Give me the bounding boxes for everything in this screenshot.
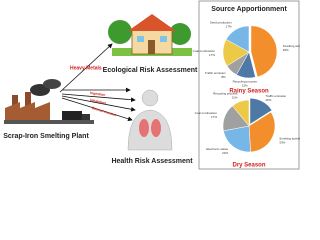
chart-title: Dry Season [232, 163, 265, 169]
slice-label: Coal combustion [195, 111, 218, 115]
human-icon [127, 89, 173, 151]
slice-label: Smelting activities [279, 136, 300, 140]
node-label: Health Risk Assessment [111, 158, 193, 165]
chart-title: Rainy Season [229, 89, 269, 95]
slice-label: Electronic waste [206, 147, 228, 151]
slice-label: Recycling process [233, 80, 258, 84]
slice-label: Traffic emission [265, 94, 286, 98]
slice-label: Smelting activities [283, 44, 300, 48]
slice-value: 12% [242, 84, 248, 88]
edge-label: Inhalation [90, 98, 107, 105]
pie-slice [248, 111, 276, 153]
pie-slice [225, 25, 250, 53]
slice-label: Traffic emission [205, 71, 226, 75]
edge-label: Ingestion [90, 91, 106, 97]
slice-value: 23% [222, 151, 228, 155]
pie-slice [249, 97, 273, 125]
slice-label: Recycling process [213, 92, 238, 96]
slice-value: 16% [265, 98, 271, 102]
slice-value: 17% [209, 53, 215, 57]
arrows [59, 43, 136, 122]
slice-value: 8% [221, 75, 226, 79]
pie-slice [250, 25, 278, 78]
panel-title: Source Apportionment [211, 6, 287, 13]
pie-slice [223, 125, 251, 153]
edge-label: Heavy Metals [70, 65, 102, 71]
slice-label: Seed production [210, 20, 232, 24]
slice-value: 17% [211, 115, 217, 119]
slice-label: Coal combustion [193, 49, 216, 53]
edge-label: Dermal contact [91, 106, 117, 117]
slice-value: 17% [226, 24, 232, 28]
slice-value: 46% [283, 48, 289, 52]
house-icon [108, 14, 192, 56]
slice-value: 11% [232, 96, 238, 100]
node-label: Ecological Risk Assessment [103, 67, 198, 74]
pie-charts: Smelting activities46%Recycling process1… [193, 20, 308, 169]
slice-value: 33% [279, 140, 285, 144]
node-label: Scrap-Iron Smelting Plant [3, 133, 89, 140]
pie-slice [232, 99, 250, 127]
factory-icon [4, 79, 94, 124]
page: Heavy Metals Ingestion Inhalation Dermal… [3, 0, 308, 170]
